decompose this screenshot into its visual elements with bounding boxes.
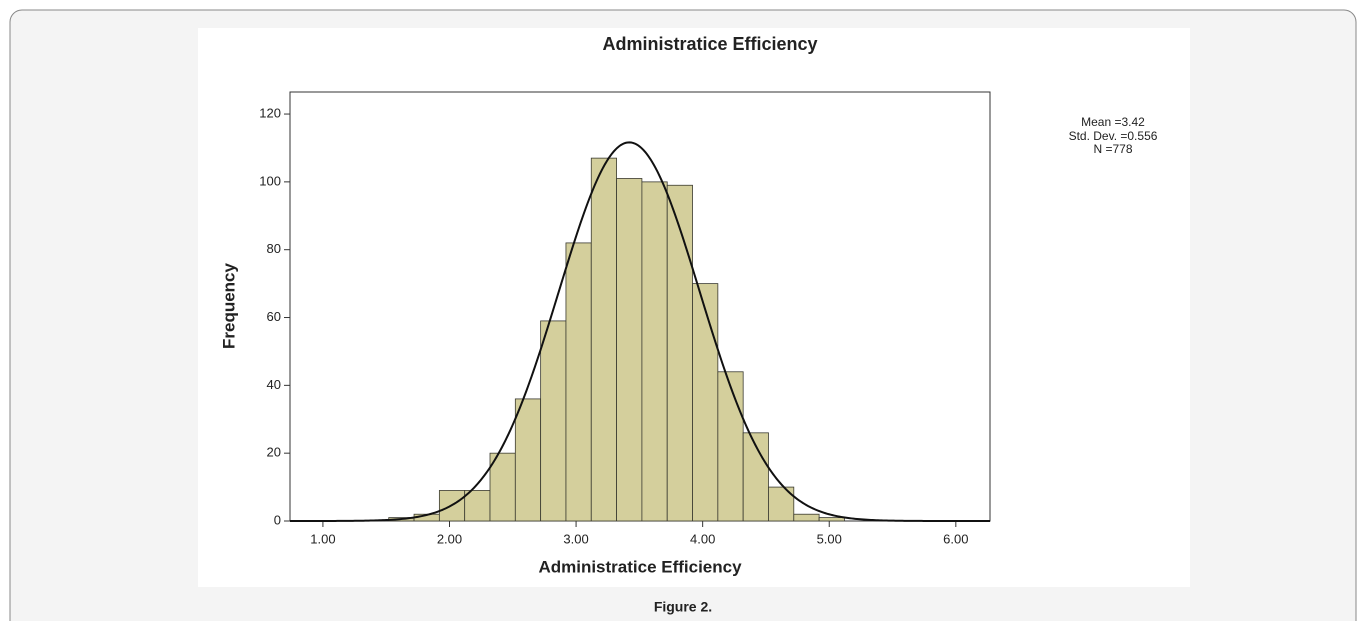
x-tick-label: 3.00 [563,531,588,546]
bar [540,320,567,522]
normal-curve [290,141,990,522]
y-tick-label: 120 [259,105,281,120]
bar [641,181,668,522]
bar [666,184,693,522]
y-tick-label: 60 [267,309,281,324]
stat-sd: Std. Dev. =0.556 [1069,129,1158,143]
x-tick-label: 5.00 [817,531,842,546]
stat-n: N =778 [1093,142,1132,156]
caption: Figure 2. [654,599,712,615]
y-tick-label: 40 [267,377,281,392]
x-tick-label: 1.00 [310,531,335,546]
y-tick-label: 0 [274,512,281,527]
bar [590,157,617,522]
bar [565,242,592,522]
y-tick-label: 100 [259,173,281,188]
y-axis-label: Frequency [219,262,238,349]
bar [692,283,719,522]
x-tick-label: 6.00 [943,531,968,546]
y-tick-label: 20 [267,445,281,460]
x-tick-label: 4.00 [690,531,715,546]
y-tick-label: 80 [267,241,281,256]
x-axis-label: Administratice Efficiency [538,557,742,576]
x-tick-label: 2.00 [437,531,462,546]
bar [793,513,820,522]
bar [818,517,845,522]
bar [489,452,516,522]
stat-mean: Mean =3.42 [1081,115,1145,129]
bar [464,490,491,522]
chart-title: Administratice Efficiency [602,34,817,54]
bar [717,371,744,522]
bar [616,178,643,522]
bar [514,398,542,522]
